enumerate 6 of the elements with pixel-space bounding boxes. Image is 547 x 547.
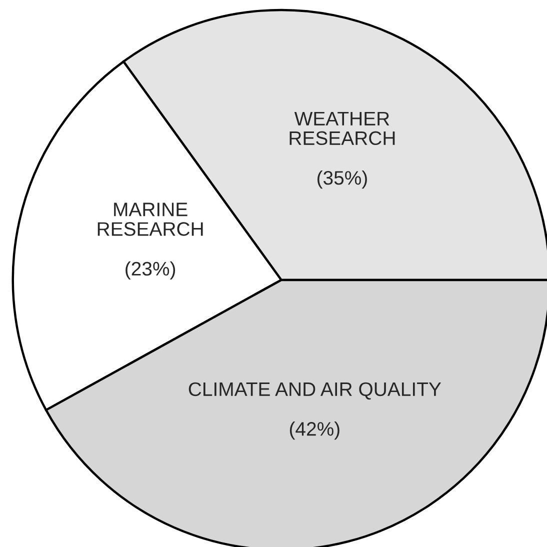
slice-label: CLIMATE AND AIR QUALITY <box>188 382 442 400</box>
data-label: (23%) <box>126 261 176 280</box>
slice-label: MARINE RESEARCH <box>98 202 203 236</box>
data-label: (35%) <box>317 170 367 189</box>
slice-label: WEATHER RESEARCH <box>290 112 395 146</box>
data-label: (42%) <box>290 422 340 440</box>
